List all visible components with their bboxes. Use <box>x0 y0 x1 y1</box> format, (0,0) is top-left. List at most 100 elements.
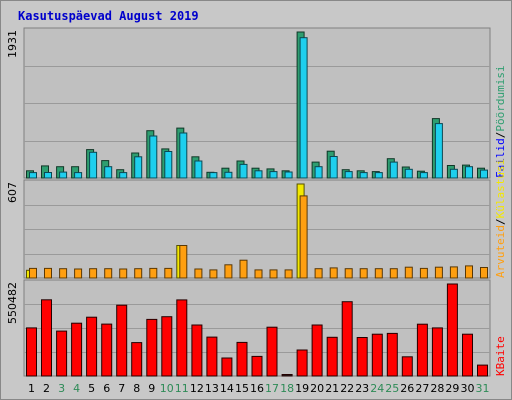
bar-top-failid-day-3 <box>59 171 68 179</box>
bar-bottom-kbaite-day-29 <box>446 283 458 377</box>
bar-bottom-kbaite-day-23 <box>356 337 368 377</box>
bar-top-failid-day-21 <box>329 156 338 179</box>
x-tick-label-23: 23 <box>355 382 369 395</box>
panel-middle-max-label: 607 <box>6 182 19 203</box>
bar-bottom-kbaite-day-13 <box>206 336 218 377</box>
bar-top-failid-day-16 <box>254 170 263 179</box>
bar-bottom-kbaite-day-18 <box>281 374 293 377</box>
bar-top-failid-day-20 <box>314 166 323 179</box>
bar-top-failid-day-14 <box>224 171 233 179</box>
bar-top-failid-day-11 <box>179 132 188 179</box>
bar-middle-arvuteid-day-24 <box>374 268 383 279</box>
x-axis-ticks: 1 2 3 4 5 6 7 8 9 10 11 12 13 14 15 16 17 18 19 20 21 22 23 24 2… <box>28 382 490 395</box>
bar-middle-arvuteid-day-6 <box>104 268 113 279</box>
bar-middle-arvuteid-day-1 <box>29 267 37 279</box>
bar-bottom-kbaite-day-27 <box>416 323 428 377</box>
bar-top-failid-day-25 <box>389 161 398 179</box>
bar-top-failid-day-22 <box>344 171 353 179</box>
bar-bottom-kbaite-day-4 <box>71 322 83 377</box>
x-tick-label-21: 21 <box>325 382 339 395</box>
x-tick-label-1: 1 <box>28 382 35 395</box>
x-tick-label-9: 9 <box>148 382 155 395</box>
x-tick-label-4: 4 <box>73 382 80 395</box>
legend-item-top-2: / <box>494 132 507 139</box>
bar-middle-arvuteid-day-26 <box>404 266 413 279</box>
panel-bottom-legend: KBaite <box>494 336 507 376</box>
bar-middle-arvuteid-day-20 <box>314 268 323 279</box>
bar-top-failid-day-5 <box>89 151 98 179</box>
legend-item-top-3: Pöördumisi <box>494 65 507 131</box>
bar-middle-arvuteid-day-3 <box>59 268 68 279</box>
bar-bottom-kbaite-day-25 <box>386 332 398 377</box>
x-tick-label-26: 26 <box>400 382 414 395</box>
bar-bottom-kbaite-day-16 <box>251 355 263 377</box>
bar-middle-arvuteid-day-9 <box>149 267 158 279</box>
bar-bottom-kbaite-day-19 <box>296 349 308 377</box>
bar-top-failid-day-13 <box>209 172 218 179</box>
bar-bottom-kbaite-day-30 <box>462 333 473 377</box>
bar-middle-arvuteid-day-25 <box>389 268 398 279</box>
bar-bottom-kbaite-day-10 <box>161 316 173 377</box>
bar-middle-arvuteid-day-14 <box>224 264 233 279</box>
x-tick-label-31: 31 <box>476 382 490 395</box>
bar-middle-arvuteid-day-23 <box>359 268 368 279</box>
bar-middle-arvuteid-day-17 <box>269 269 278 279</box>
bar-bottom-kbaite-day-31 <box>477 364 488 377</box>
bar-top-failid-day-24 <box>374 172 383 179</box>
x-tick-label-2: 2 <box>43 382 50 395</box>
bar-top-failid-day-8 <box>134 156 143 179</box>
x-tick-label-28: 28 <box>430 382 444 395</box>
x-tick-label-20: 20 <box>310 382 324 395</box>
bar-middle-arvuteid-day-2 <box>44 267 52 279</box>
bar-top-failid-day-2 <box>44 172 52 179</box>
x-tick-label-7: 7 <box>118 382 125 395</box>
bar-bottom-kbaite-day-1 <box>26 327 37 377</box>
bar-middle-arvuteid-day-29 <box>449 266 458 279</box>
x-tick-label-24: 24 <box>370 382 384 395</box>
bar-middle-arvuteid-day-7 <box>119 268 128 279</box>
bar-middle-arvuteid-day-8 <box>134 268 143 279</box>
bar-top-failid-day-12 <box>194 160 203 179</box>
bar-middle-arvuteid-day-10 <box>164 267 173 279</box>
bar-middle-arvuteid-day-27 <box>419 267 428 279</box>
legend-item-middle-2: / <box>494 218 507 225</box>
bar-bottom-kbaite-day-17 <box>266 326 278 377</box>
bar-bottom-kbaite-day-6 <box>101 323 113 377</box>
bar-middle-arvuteid-day-30 <box>465 265 473 279</box>
bar-middle-arvuteid-day-11 <box>179 245 188 279</box>
bar-middle-arvuteid-day-31 <box>480 267 488 279</box>
bar-bottom-kbaite-day-2 <box>41 299 52 377</box>
chart-title: Kasutuspäevad August 2019 <box>18 9 199 23</box>
bar-top-failid-day-17 <box>269 171 278 179</box>
x-tick-label-16: 16 <box>250 382 264 395</box>
panel-middle: 607 Arvuteid/Külastusi <box>6 159 507 279</box>
bar-middle-arvuteid-day-5 <box>89 268 98 279</box>
bar-middle-arvuteid-day-28 <box>434 266 443 279</box>
legend-item-middle-3: Külastusi <box>494 159 507 219</box>
bar-bottom-kbaite-day-8 <box>131 342 143 377</box>
bar-bottom-kbaite-day-9 <box>146 318 158 377</box>
bar-middle-arvuteid-day-16 <box>254 269 263 279</box>
panel-top-legend: Failid/Pöördumisi <box>494 65 507 178</box>
bar-bottom-kbaite-day-22 <box>341 301 353 377</box>
bar-middle-arvuteid-day-4 <box>74 268 83 279</box>
x-tick-label-5: 5 <box>88 382 95 395</box>
x-tick-label-18: 18 <box>280 382 294 395</box>
bar-top-failid-day-15 <box>239 163 248 179</box>
bar-top-failid-day-4 <box>74 172 83 179</box>
chart-panels: 1931Failid/Pöördumisi607Arvuteid/Külastu… <box>6 27 507 377</box>
panel-top-max-label: 1931 <box>6 30 19 58</box>
bar-middle-arvuteid-day-15 <box>239 259 248 279</box>
panel-middle-legend: Arvuteid/Külastusi <box>494 159 507 278</box>
bar-top-failid-day-31 <box>480 169 488 179</box>
bar-top-failid-day-26 <box>404 168 413 179</box>
x-tick-label-19: 19 <box>295 382 309 395</box>
bar-bottom-kbaite-day-28 <box>431 327 443 377</box>
panel-bottom-max-label: 550482 <box>6 282 19 324</box>
legend-item-bottom-1: KBaite <box>494 336 507 376</box>
x-tick-label-15: 15 <box>235 382 249 395</box>
bar-top-failid-day-29 <box>449 168 458 179</box>
x-tick-label-3: 3 <box>58 382 65 395</box>
x-tick-label-11: 11 <box>175 382 189 395</box>
legend-item-top-1: Failid <box>494 138 507 178</box>
